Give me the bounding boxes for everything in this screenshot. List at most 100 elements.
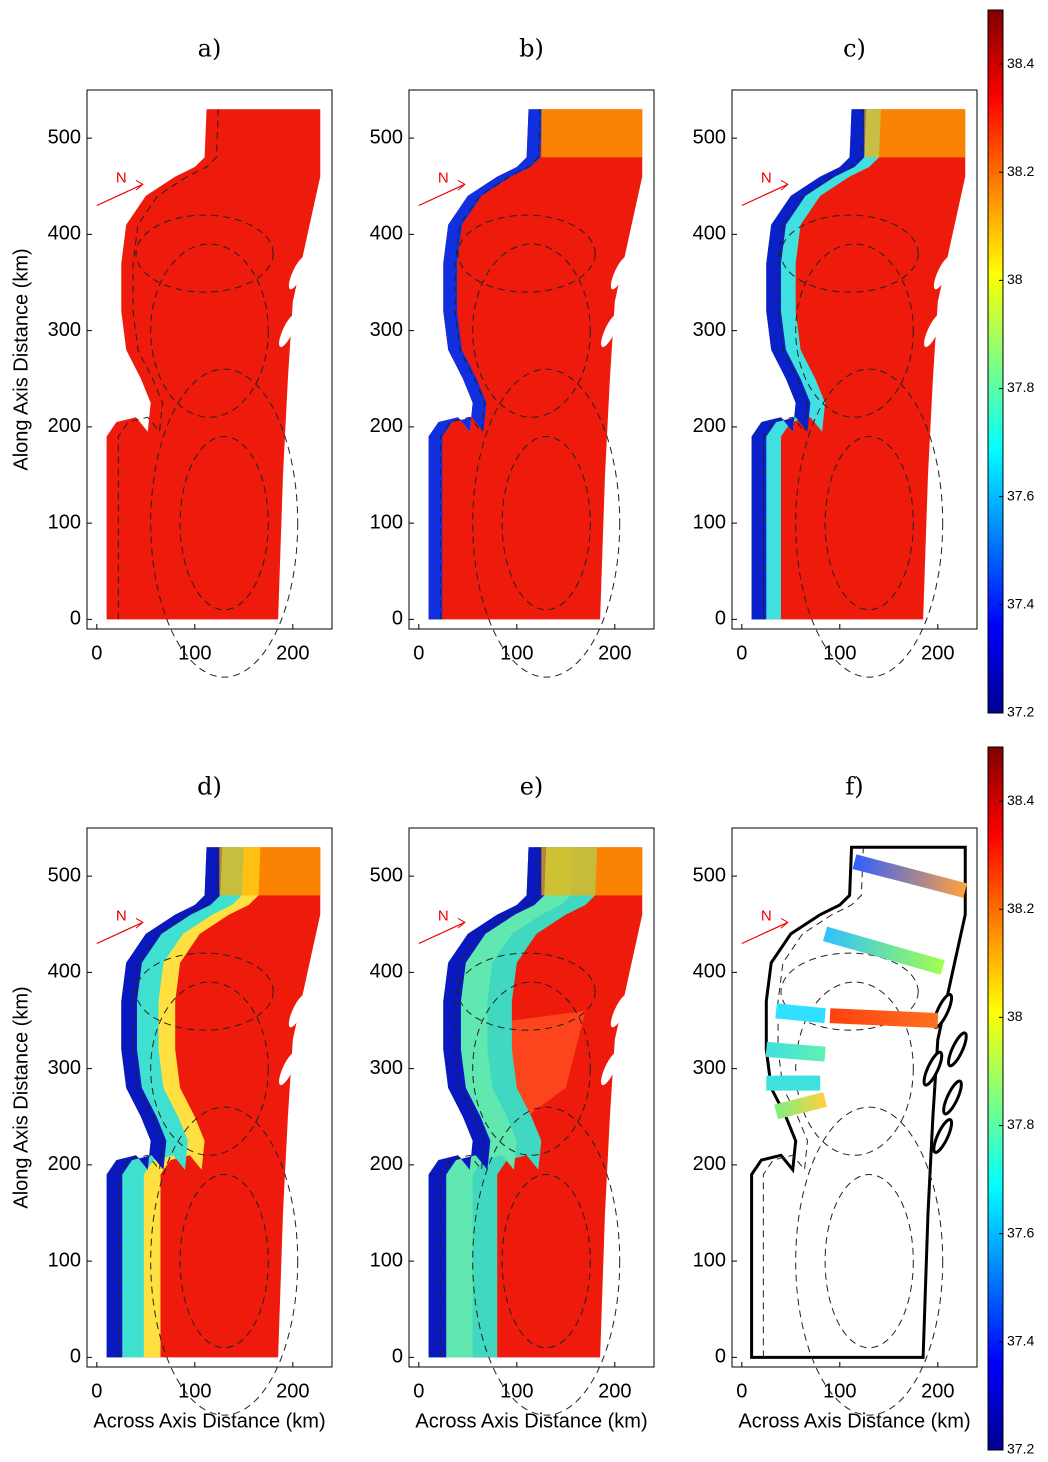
- transect: [829, 1008, 939, 1029]
- contour: [795, 1106, 944, 1416]
- y-tick-label: 300: [48, 319, 81, 341]
- x-tick-label: 200: [598, 642, 631, 664]
- contour: [824, 1174, 914, 1349]
- colorbar-tick-label: 37.2: [1007, 704, 1034, 720]
- y-tick-label: 0: [70, 608, 81, 630]
- coastal-water: [428, 109, 543, 620]
- plot-frame: [731, 827, 978, 1368]
- y-tick-label: 400: [370, 961, 403, 983]
- plot-frame: [408, 827, 655, 1368]
- y-tick-label: 0: [392, 1346, 403, 1368]
- y-tick-label: 300: [693, 1057, 726, 1079]
- plot-frame: [86, 89, 333, 630]
- north-arrow: [418, 183, 466, 207]
- y-tick-label: 200: [48, 415, 81, 437]
- contour: [472, 1106, 621, 1416]
- island: [298, 1081, 317, 1114]
- colorbar-tick-label: 38.2: [1007, 163, 1034, 179]
- colorbar-tick-label: 38: [1007, 1008, 1023, 1024]
- colorbar-tick-label: 37.8: [1007, 1116, 1034, 1132]
- y-tick-label: 400: [48, 961, 81, 983]
- x-tick-label: 0: [413, 642, 424, 664]
- contour: [439, 847, 541, 1358]
- island: [279, 1052, 297, 1086]
- colorbar-tick-label: 37.6: [1007, 1224, 1034, 1240]
- contour: [439, 109, 541, 620]
- north-arrow: [418, 921, 466, 945]
- contour: [457, 952, 596, 1031]
- y-tick-label: 400: [370, 223, 403, 245]
- north-arrow-head: [135, 180, 144, 191]
- island: [933, 381, 952, 415]
- north-arrow-head: [780, 918, 789, 929]
- x-axis-label: Across Axis Distance (km): [738, 1410, 970, 1432]
- island: [620, 1081, 639, 1114]
- contour: [179, 436, 269, 611]
- northern-water: [541, 109, 643, 158]
- x-tick-label: 100: [500, 1380, 533, 1402]
- contour: [472, 981, 591, 1156]
- x-tick-label: 100: [178, 642, 211, 664]
- contour: [762, 847, 864, 1358]
- coastal-water: [751, 109, 867, 620]
- coastal-water: [428, 847, 547, 1358]
- contour: [457, 214, 596, 293]
- contour: [795, 243, 914, 418]
- y-tick-label: 0: [715, 608, 726, 630]
- y-tick-label: 0: [70, 1346, 81, 1368]
- y-tick-label: 500: [48, 864, 81, 886]
- island: [288, 1119, 307, 1153]
- coastal-water: [106, 847, 244, 1358]
- island: [288, 381, 307, 415]
- north-arrow-head: [457, 918, 466, 929]
- panel-title: b): [519, 35, 544, 63]
- north-arrow: [741, 921, 789, 945]
- y-tick-label: 300: [48, 1057, 81, 1079]
- colorbar-tick-label: 37.4: [1007, 596, 1034, 612]
- x-axis-label: Across Axis Distance (km): [415, 1410, 647, 1432]
- y-tick-label: 300: [693, 319, 726, 341]
- x-tick-label: 200: [598, 1380, 631, 1402]
- north-label: N: [761, 170, 772, 187]
- y-tick-label: 0: [392, 608, 403, 630]
- north-arrow-head: [135, 918, 144, 929]
- island: [610, 256, 629, 290]
- island: [942, 1079, 963, 1116]
- x-tick-label: 200: [921, 1380, 954, 1402]
- north-arrow-head: [457, 180, 466, 191]
- north-label: N: [438, 170, 449, 187]
- x-tick-label: 0: [91, 1380, 102, 1402]
- island: [922, 1050, 944, 1087]
- north-arrow-head: [780, 180, 789, 191]
- y-tick-label: 200: [693, 1153, 726, 1175]
- island: [924, 314, 942, 348]
- y-tick-label: 200: [693, 415, 726, 437]
- island: [625, 294, 644, 328]
- northern-water: [864, 109, 966, 158]
- colorbar-tick-label: 38.2: [1007, 900, 1034, 916]
- panel-title: d): [197, 773, 222, 801]
- island: [625, 1032, 644, 1066]
- y-tick-label: 100: [693, 1249, 726, 1271]
- x-tick-label: 0: [413, 1380, 424, 1402]
- x-axis-label: Across Axis Distance (km): [93, 1410, 325, 1432]
- y-tick-label: 200: [370, 1153, 403, 1175]
- x-tick-label: 100: [178, 1380, 211, 1402]
- plot-frame: [408, 89, 655, 630]
- panel-title: e): [520, 773, 544, 801]
- plot-frame: [731, 89, 978, 630]
- contour: [795, 368, 944, 678]
- y-tick-label: 500: [370, 864, 403, 886]
- y-tick-label: 300: [370, 319, 403, 341]
- colorbar-tick-label: 38.4: [1007, 792, 1034, 808]
- coastal-water: [106, 847, 223, 1358]
- contour: [472, 243, 591, 418]
- contour: [150, 243, 269, 418]
- north-arrow: [96, 183, 144, 207]
- contour: [179, 1174, 269, 1349]
- colorbar: [987, 9, 1004, 714]
- contour: [780, 952, 919, 1031]
- colorbar-tick-label: 37.4: [1007, 1333, 1034, 1349]
- contour: [135, 952, 274, 1031]
